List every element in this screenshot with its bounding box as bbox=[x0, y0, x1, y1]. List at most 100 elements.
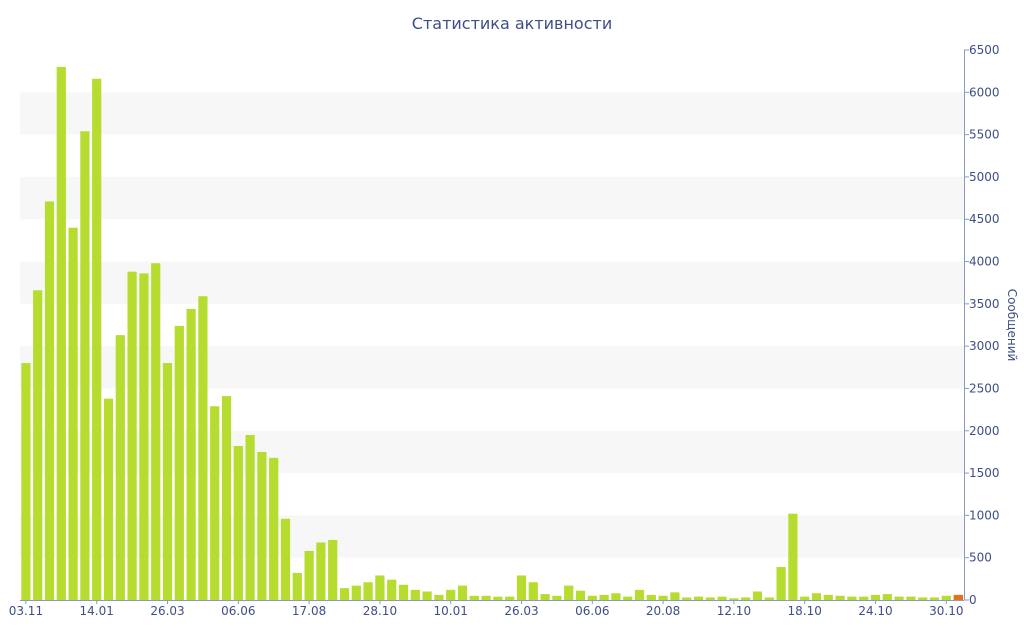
bar bbox=[351, 585, 361, 600]
x-tick-label: 06.06 bbox=[575, 604, 609, 618]
bar bbox=[611, 593, 621, 600]
bar bbox=[564, 585, 574, 600]
bar bbox=[304, 550, 314, 600]
bar bbox=[292, 572, 302, 600]
bar bbox=[587, 595, 597, 600]
x-tick-label: 26.03 bbox=[150, 604, 184, 618]
y-tick-label: 5500 bbox=[969, 128, 1000, 142]
bar bbox=[481, 595, 491, 600]
bar bbox=[257, 451, 267, 600]
bar bbox=[162, 363, 173, 600]
x-tick-label: 03.11 bbox=[9, 604, 43, 618]
x-tick-label: 17.08 bbox=[292, 604, 326, 618]
x-tick-label: 24.10 bbox=[858, 604, 892, 618]
bar bbox=[634, 589, 645, 600]
bar bbox=[363, 582, 373, 600]
y-tick-label: 6500 bbox=[969, 43, 1000, 57]
bar bbox=[422, 591, 432, 600]
bar bbox=[823, 594, 833, 600]
bar bbox=[80, 131, 90, 601]
bar bbox=[847, 596, 857, 600]
bar bbox=[56, 66, 66, 601]
bar bbox=[68, 227, 78, 600]
bar bbox=[918, 597, 928, 600]
bar bbox=[752, 591, 763, 600]
y-tick-label: 5000 bbox=[969, 170, 1000, 184]
y-tick-label: 500 bbox=[969, 551, 992, 565]
grid-band bbox=[20, 346, 964, 389]
bar bbox=[693, 596, 704, 600]
y-tick-label: 1000 bbox=[969, 508, 1000, 522]
bar bbox=[575, 590, 586, 600]
grid-band bbox=[20, 515, 964, 558]
bar bbox=[245, 435, 255, 600]
bar bbox=[941, 595, 951, 600]
y-tick-label: 3500 bbox=[969, 297, 1000, 311]
bar bbox=[729, 598, 739, 600]
bar bbox=[658, 595, 668, 600]
bar bbox=[882, 594, 892, 600]
bar bbox=[398, 584, 409, 600]
bar bbox=[410, 589, 420, 600]
bar bbox=[127, 271, 137, 600]
bar bbox=[906, 596, 916, 600]
bar bbox=[221, 396, 232, 600]
bar bbox=[811, 593, 822, 600]
bar bbox=[528, 582, 538, 600]
bar bbox=[469, 595, 479, 600]
bar bbox=[446, 589, 456, 600]
x-tick-label: 18.10 bbox=[788, 604, 822, 618]
bar bbox=[92, 78, 102, 600]
bar bbox=[139, 273, 149, 600]
bar bbox=[387, 579, 397, 600]
bar bbox=[457, 585, 468, 600]
bar bbox=[174, 325, 184, 600]
bar bbox=[151, 263, 161, 600]
bar bbox=[800, 596, 810, 600]
bar bbox=[505, 596, 515, 600]
bar bbox=[339, 588, 350, 600]
bar bbox=[929, 597, 940, 600]
y-tick-label: 4500 bbox=[969, 212, 1000, 226]
bar bbox=[776, 567, 786, 600]
bar bbox=[186, 308, 196, 600]
bar bbox=[764, 597, 774, 600]
bar bbox=[516, 575, 527, 600]
y-axis-title: Сообщений bbox=[1005, 289, 1019, 362]
bar bbox=[33, 290, 43, 600]
y-tick-label: 6000 bbox=[969, 85, 1000, 99]
bar bbox=[44, 201, 55, 600]
bar bbox=[835, 595, 845, 600]
bar bbox=[115, 335, 125, 600]
grid-band bbox=[20, 176, 964, 220]
bar bbox=[859, 596, 869, 600]
bar bbox=[717, 596, 727, 600]
grid-band bbox=[20, 430, 964, 474]
grid-band bbox=[20, 92, 964, 135]
x-tick-label: 26.03 bbox=[504, 604, 538, 618]
bar bbox=[103, 398, 114, 600]
bar bbox=[894, 596, 904, 600]
bar bbox=[540, 594, 550, 600]
bar bbox=[741, 597, 751, 600]
bar bbox=[646, 594, 656, 600]
bar bbox=[210, 406, 220, 600]
bar bbox=[552, 595, 562, 600]
x-tick-label: 20.08 bbox=[646, 604, 680, 618]
bar bbox=[870, 594, 881, 600]
chart-title: Статистика активности bbox=[411, 14, 613, 33]
bar bbox=[493, 596, 503, 600]
bar bbox=[269, 457, 279, 600]
bar bbox=[233, 446, 243, 600]
x-tick-label: 14.01 bbox=[80, 604, 114, 618]
bar bbox=[198, 296, 208, 600]
y-tick-label: 2000 bbox=[969, 424, 1000, 438]
bar bbox=[316, 542, 326, 600]
x-tick-label: 10.01 bbox=[434, 604, 468, 618]
bar bbox=[623, 596, 633, 600]
y-tick-label: 4000 bbox=[969, 255, 1000, 269]
x-tick-label: 12.10 bbox=[717, 604, 751, 618]
x-tick-label: 06.06 bbox=[221, 604, 255, 618]
